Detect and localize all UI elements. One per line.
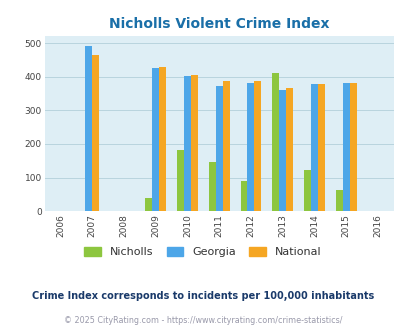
Bar [183, 76, 190, 211]
Bar [349, 83, 356, 211]
Bar [152, 68, 159, 211]
Bar [190, 75, 198, 211]
Bar [254, 81, 261, 211]
Bar [177, 149, 183, 211]
Bar [240, 181, 247, 211]
Bar [335, 190, 342, 211]
Bar [208, 162, 215, 211]
Bar [222, 81, 229, 211]
Bar [145, 198, 152, 211]
Legend: Nicholls, Georgia, National: Nicholls, Georgia, National [80, 243, 325, 262]
Bar [215, 86, 222, 211]
Title: Nicholls Violent Crime Index: Nicholls Violent Crime Index [109, 17, 329, 31]
Bar [272, 73, 279, 211]
Bar [303, 170, 310, 211]
Bar [279, 90, 286, 211]
Bar [317, 84, 324, 211]
Bar [342, 83, 349, 211]
Text: Crime Index corresponds to incidents per 100,000 inhabitants: Crime Index corresponds to incidents per… [32, 291, 373, 301]
Bar [159, 67, 166, 211]
Bar [247, 83, 254, 211]
Bar [92, 55, 99, 211]
Bar [310, 84, 317, 211]
Bar [286, 88, 292, 211]
Text: © 2025 CityRating.com - https://www.cityrating.com/crime-statistics/: © 2025 CityRating.com - https://www.city… [64, 316, 341, 325]
Bar [85, 47, 92, 211]
